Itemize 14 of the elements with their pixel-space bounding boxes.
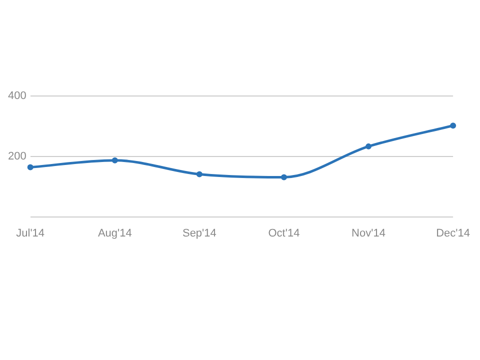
- x-tick-label: Nov'14: [352, 227, 386, 240]
- y-tick-label: 400: [8, 90, 26, 102]
- point: [280, 174, 287, 180]
- x-tick-label: Sep'14: [182, 227, 216, 240]
- point: [366, 143, 372, 150]
- point: [112, 157, 118, 164]
- point: [450, 122, 456, 129]
- y-tick-label: 200: [8, 150, 26, 162]
- x-tick-label: Oct'14: [268, 227, 300, 240]
- point: [27, 164, 34, 170]
- x-tick-label: Jul'14: [16, 227, 45, 240]
- point: [196, 171, 202, 178]
- x-tick-label: Dec'14: [436, 227, 470, 240]
- x-tick-label: Aug'14: [98, 227, 132, 240]
